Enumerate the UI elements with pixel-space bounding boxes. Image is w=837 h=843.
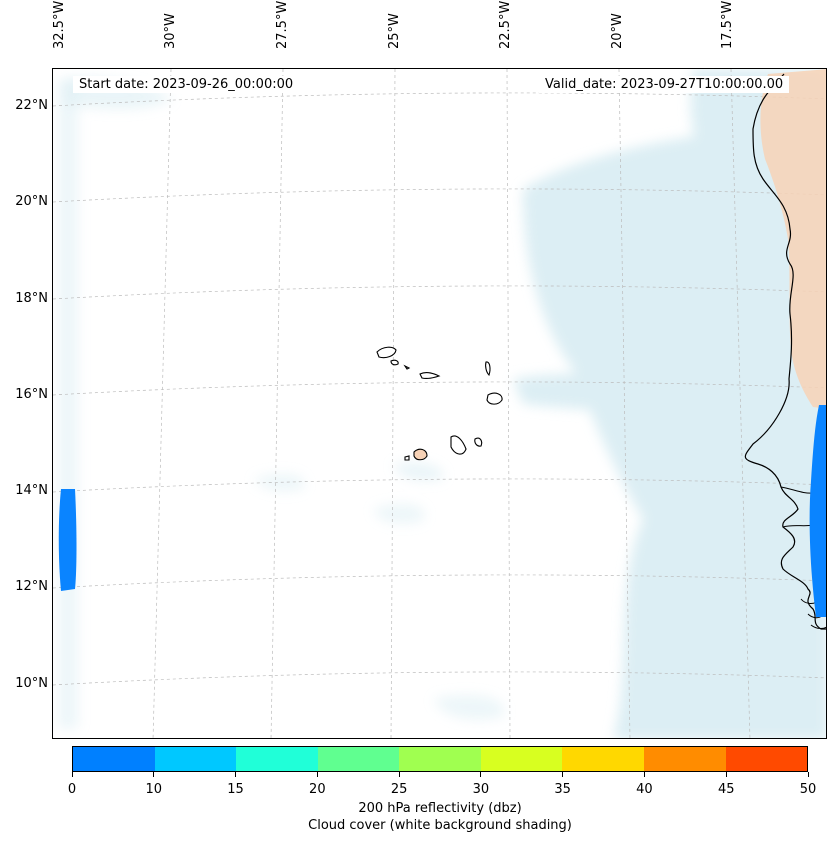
- reflectivity-layer: [58, 405, 826, 617]
- meridian-25w: [390, 69, 396, 738]
- cloud-region-east: [523, 109, 826, 738]
- start-date-label: Start date: 2023-09-26_00:00:00: [73, 76, 300, 93]
- colorbar-tick-label: 15: [227, 782, 244, 797]
- colorbar-segment-7: [643, 747, 726, 771]
- colorbar-segment-8: [725, 747, 808, 771]
- meridian-27-5w: [270, 69, 284, 738]
- reflectivity-patch-west: [58, 489, 77, 591]
- island-sao-vicente: [390, 359, 399, 366]
- cloud-patch-lower: [373, 503, 425, 524]
- lon-label-25w: 25°W: [387, 13, 402, 49]
- colorbar-tickmark: [316, 772, 318, 777]
- colorbar-tickmark: [562, 772, 564, 777]
- lon-label-22-5w: 22.5°W: [498, 0, 513, 49]
- colorbar-tick-label: 0: [67, 782, 77, 797]
- meridian-20w: [618, 69, 631, 738]
- lon-label-32-5w: 32.5°W: [52, 0, 67, 49]
- colorbar-segment-0: [73, 747, 155, 771]
- cloud-patch-bottom: [433, 694, 505, 720]
- lon-label-30w: 30°W: [163, 13, 178, 49]
- colorbar-tick-label: 30: [472, 782, 490, 797]
- lon-label-20w: 20°W: [610, 13, 625, 49]
- cloud-patch-center: [393, 462, 444, 481]
- reflectivity-patch-east: [809, 405, 826, 617]
- graticule: [53, 69, 826, 738]
- island-maio: [474, 437, 483, 447]
- colorbar-segment-2: [236, 747, 318, 771]
- land-warm-shading: [760, 69, 826, 409]
- lat-label-20n: 20°N: [15, 194, 48, 209]
- cloud-patch-left: [253, 473, 305, 492]
- parallel-20n: [53, 188, 826, 203]
- island-boa-vista: [486, 392, 503, 405]
- cape-verde-islands: [376, 346, 503, 461]
- colorbar-segment-1: [154, 747, 237, 771]
- colorbar-label: 200 hPa reflectivity (dbz): [358, 801, 522, 816]
- cloud-strip-west: [58, 79, 78, 729]
- island-sal: [485, 361, 491, 377]
- parallel-10n: [53, 671, 826, 686]
- parallel-16n: [53, 381, 826, 396]
- parallel-12n: [53, 574, 826, 589]
- parallel-18n: [53, 285, 826, 300]
- lat-label-16n: 16°N: [15, 387, 48, 402]
- colorbar-tick-label: 25: [390, 782, 408, 797]
- colorbar-tickmark: [643, 772, 645, 777]
- island-fogo: [413, 448, 428, 461]
- meridian-17-5w: [730, 69, 751, 738]
- lat-label-18n: 18°N: [15, 291, 48, 306]
- cloud-cover-layer: [58, 69, 826, 738]
- colorbar-segment-3: [317, 747, 400, 771]
- island-brava: [404, 455, 410, 461]
- colorbar-tickmark: [71, 772, 73, 777]
- island-santiago: [450, 435, 467, 455]
- meridian-22-5w: [506, 69, 511, 738]
- lat-label-12n: 12°N: [15, 579, 48, 594]
- colorbar: [72, 746, 808, 772]
- colorbar-segment-5: [480, 747, 563, 771]
- lat-label-14n: 14°N: [15, 483, 48, 498]
- colorbar-tick-label: 10: [145, 782, 163, 797]
- cloud-region-south: [653, 600, 826, 738]
- island-sao-nicolau: [419, 371, 441, 379]
- island-santa-luzia: [403, 364, 411, 370]
- colorbar-tick-label: 40: [636, 782, 653, 797]
- colorbar-tick-label: 35: [554, 782, 571, 797]
- lat-label-22n: 22°N: [15, 98, 48, 113]
- colorbar-tickmark: [398, 772, 400, 777]
- colorbar-tickmark: [807, 772, 809, 777]
- valid-date-label: Valid_date: 2023-09-27T10:00:00.00: [539, 76, 790, 93]
- island-santo-antao: [376, 346, 397, 359]
- colorbar-tick-label: 20: [309, 782, 326, 797]
- map-panel[interactable]: [52, 68, 827, 739]
- map-canvas[interactable]: [53, 69, 827, 739]
- meridian-30w: [152, 69, 172, 738]
- colorbar-tick-label: 45: [717, 782, 735, 797]
- colorbar-tickmark: [153, 772, 155, 777]
- lon-label-17-5w: 17.5°W: [720, 0, 735, 49]
- parallel-14n: [53, 478, 826, 493]
- coastline-africa: [744, 73, 826, 630]
- lat-label-10n: 10°N: [15, 676, 48, 691]
- colorbar-sublabel: Cloud cover (white background shading): [308, 818, 572, 833]
- colorbar-tickmark: [235, 772, 237, 777]
- colorbar-tickmark: [480, 772, 482, 777]
- parallel-22n: [53, 92, 826, 107]
- colorbar-tick-label: 50: [799, 782, 817, 797]
- colorbar-segment-6: [562, 747, 644, 771]
- colorbar-segment-4: [399, 747, 481, 771]
- colorbar-tickmark: [725, 772, 727, 777]
- lon-label-27-5w: 27.5°W: [275, 0, 290, 49]
